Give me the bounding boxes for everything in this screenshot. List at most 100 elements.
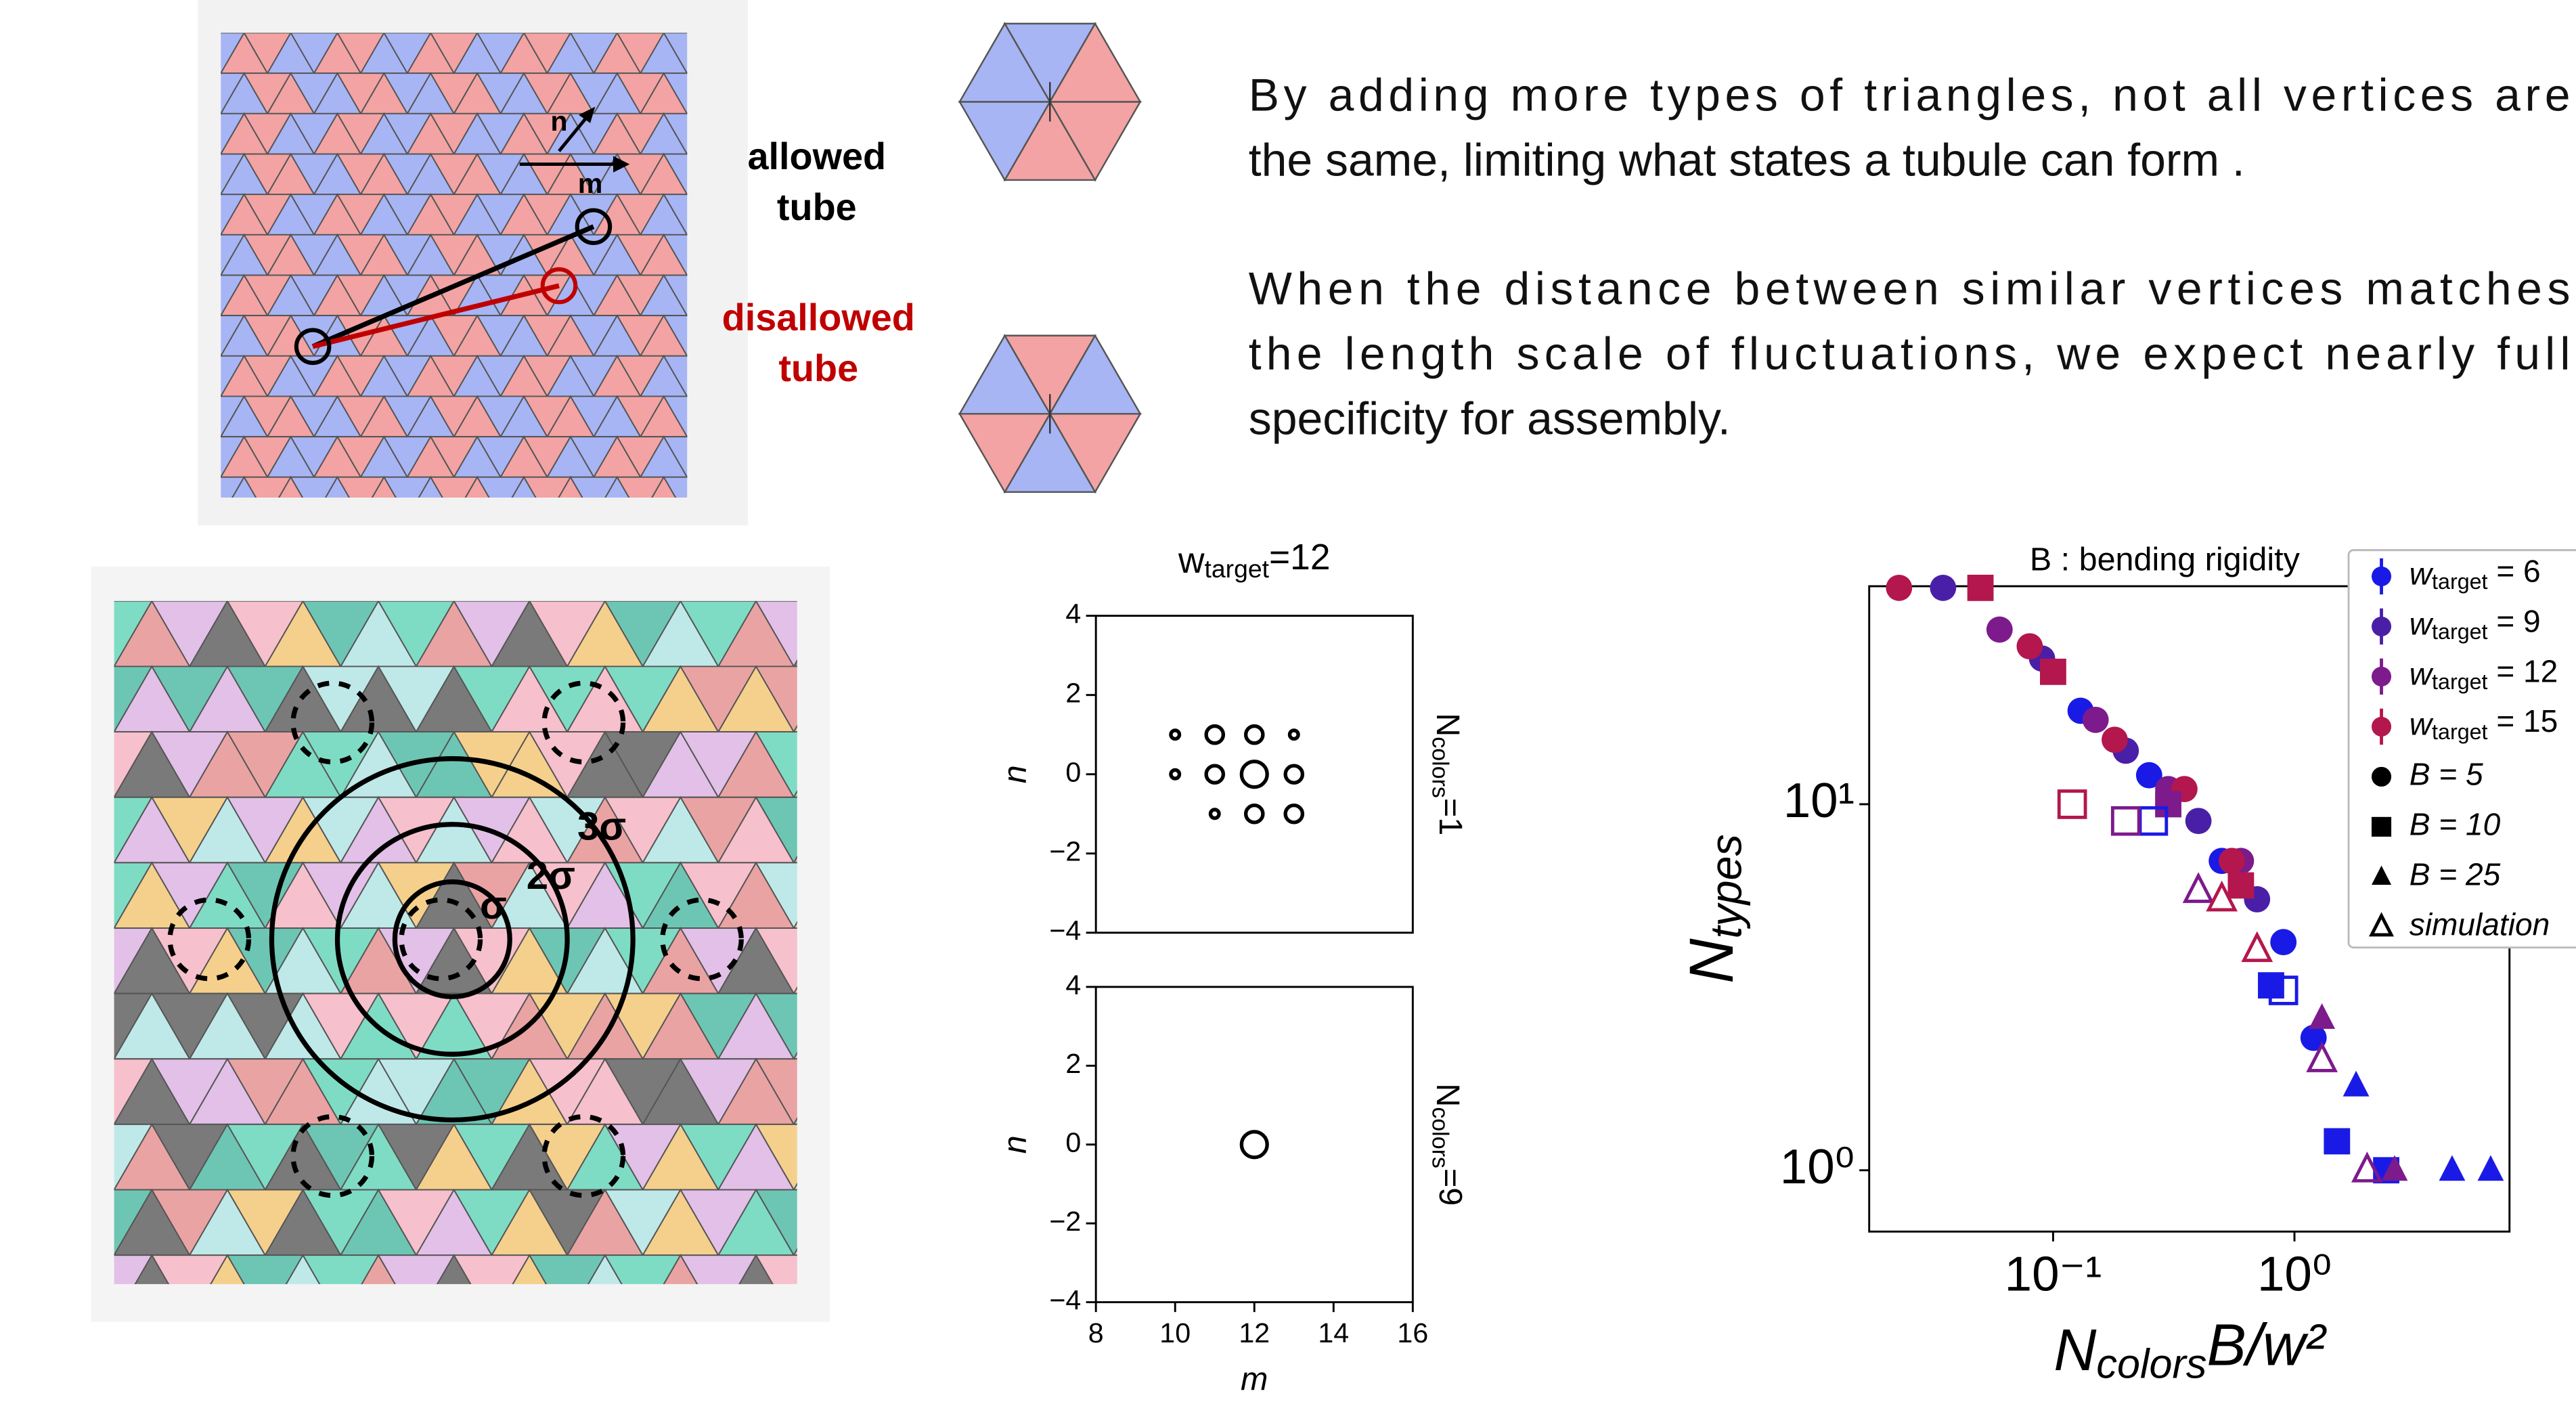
triangle (832, 1321, 908, 1386)
marker (1930, 575, 1956, 601)
y-tick-label: 4 (1065, 598, 1081, 630)
triangle (529, 1321, 605, 1386)
label-subscript: colors (1427, 1107, 1453, 1168)
triangle (492, 1321, 568, 1386)
label-subscript: colors (1427, 737, 1453, 798)
label: 3σ (577, 804, 626, 848)
triangle (869, 1255, 945, 1321)
marker (2372, 717, 2391, 737)
triangle (794, 1321, 870, 1386)
y-tick-label: 4 (1065, 969, 1081, 1001)
triangle (832, 994, 908, 1059)
label-subscript: target (2432, 569, 2488, 594)
marker (2102, 726, 2128, 753)
label: Ncolors=1 (1427, 713, 1469, 835)
triangle (151, 396, 198, 437)
paragraph-line: the same, limiting what states a tubule … (1249, 135, 2245, 185)
triangle (114, 1321, 190, 1386)
label-rest: = 12 (2488, 653, 2558, 688)
triangle (39, 1321, 114, 1386)
axis-label: m (578, 168, 603, 199)
triangle (378, 1321, 454, 1386)
triangle (152, 1321, 227, 1386)
triangle (718, 1321, 794, 1386)
y-tick-label: −2 (1049, 836, 1081, 867)
label-subscript: target (2432, 670, 2488, 694)
label-base: N (1429, 713, 1466, 737)
label-base: simulation (2410, 906, 2550, 942)
y-axis-label: n (997, 765, 1034, 783)
triangle (680, 1321, 756, 1386)
lattice (151, 33, 757, 558)
triangle (832, 797, 908, 863)
triangle (454, 1321, 530, 1386)
marker (2083, 707, 2109, 733)
y-tick-label: −4 (1049, 915, 1081, 946)
triangle (76, 1321, 152, 1386)
label: tube (777, 185, 857, 228)
triangle (1, 797, 76, 863)
text-block: By adding more types of triangles, not a… (1249, 70, 2571, 444)
paragraph-line: the length scale of fluctuations, we exp… (1249, 329, 2571, 380)
slide: n m allowed tube disallowed tube By addi… (0, 0, 2576, 1404)
hexagons (960, 24, 1140, 492)
y-tick-label: −2 (1049, 1206, 1081, 1237)
triangle (227, 1321, 303, 1386)
label-subscript: colors (2096, 1341, 2206, 1387)
chart: −4−2024810121416mnNcolors=9 (997, 969, 1469, 1397)
label: allowed (748, 135, 887, 177)
triangle (1, 928, 76, 994)
triangle (869, 1124, 945, 1190)
plot-frame (1096, 987, 1413, 1302)
plot-frame (1096, 616, 1413, 933)
y-tick-label: 2 (1065, 678, 1081, 709)
triangle (151, 154, 198, 194)
label-rest: = 9 (2488, 603, 2541, 638)
label: tube (778, 347, 858, 389)
triangle (756, 1321, 832, 1386)
label-base: N (2053, 1317, 2097, 1383)
triangle (605, 1321, 681, 1386)
x-axis-label: m (1241, 1361, 1268, 1397)
triangle (151, 73, 198, 114)
label-base: w (2410, 657, 2434, 692)
triangle (832, 1124, 908, 1190)
marker (1886, 575, 1912, 601)
x-tick-label: 8 (1088, 1317, 1104, 1348)
marker (2219, 848, 2245, 874)
marker (2040, 659, 2066, 685)
label: Ntypes (1676, 834, 1750, 984)
label-base: N (1676, 938, 1746, 984)
triangle (567, 1321, 643, 1386)
label-rest: =1 (1432, 798, 1469, 835)
y-tick-label: 2 (1065, 1048, 1081, 1079)
label: B = 5 (2410, 757, 2483, 792)
x-tick-label: 16 (1397, 1317, 1428, 1348)
triangle (832, 862, 908, 928)
triangle (1, 1321, 76, 1386)
paragraph-line: By adding more types of triangles, not a… (1249, 70, 2571, 120)
marker (1986, 617, 2013, 643)
triangle (869, 994, 945, 1059)
label-rest: = 15 (2488, 703, 2558, 739)
triangle (869, 862, 945, 928)
marker (2372, 617, 2391, 636)
triangle (190, 1321, 265, 1386)
label-base: w (1178, 541, 1205, 581)
triangle (832, 601, 908, 667)
x-tick-label: 12 (1239, 1317, 1270, 1348)
marker (2016, 633, 2043, 659)
triangle (1, 1190, 76, 1256)
y-tick-label: 10¹ (1783, 773, 1855, 828)
triangle (832, 732, 908, 797)
label-rest: =9 (1432, 1168, 1469, 1206)
paragraph-line: When the distance between similar vertic… (1249, 264, 2571, 315)
label-base: w (2410, 707, 2434, 742)
triangle (416, 1321, 492, 1386)
triangle (643, 1321, 719, 1386)
triangle (1, 1059, 76, 1124)
label-base: w (2410, 607, 2434, 642)
marker (2372, 667, 2391, 686)
label-subscript: target (2432, 619, 2488, 644)
